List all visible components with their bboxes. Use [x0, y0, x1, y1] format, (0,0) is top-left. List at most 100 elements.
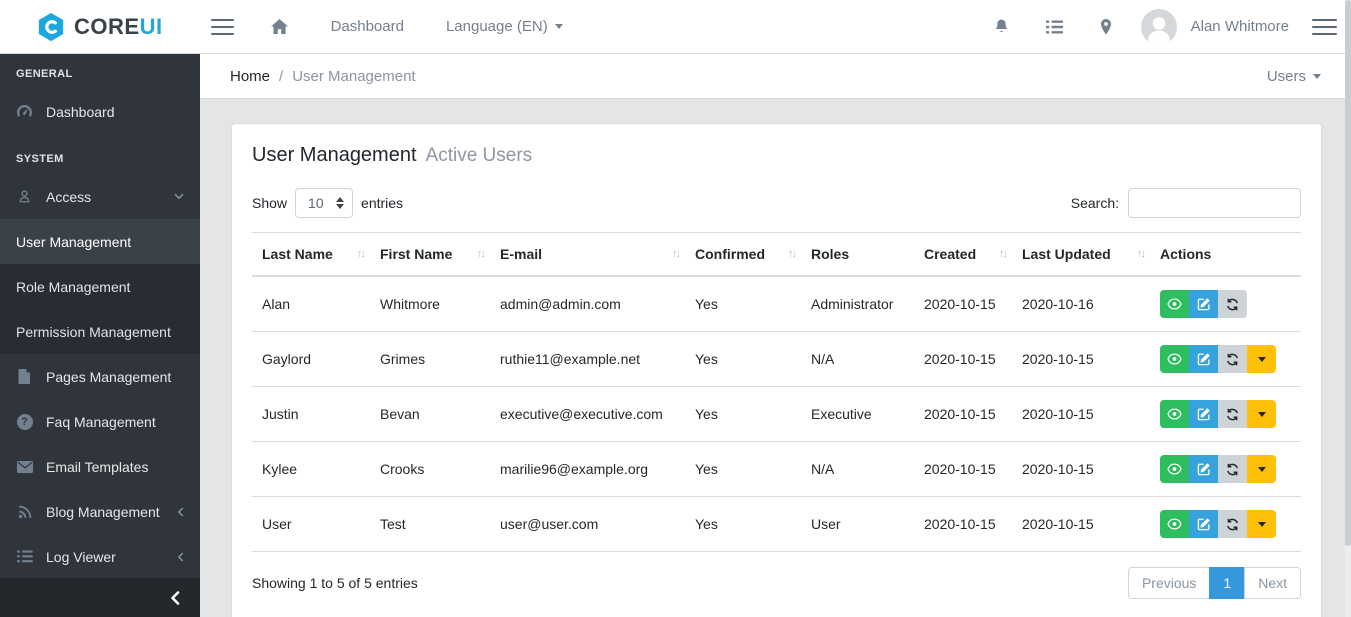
- home-icon[interactable]: [270, 18, 289, 35]
- view-button[interactable]: [1160, 345, 1189, 373]
- pencil-square-icon: [1197, 462, 1211, 476]
- breadcrumb-current: User Management: [292, 67, 416, 85]
- cell-roles: User: [801, 496, 914, 552]
- cell-roles: Executive: [801, 386, 914, 442]
- nav-language-dropdown[interactable]: Language (EN): [446, 18, 563, 35]
- page-length-value: 10: [308, 195, 324, 211]
- more-actions-dropdown-button[interactable]: [1247, 510, 1276, 538]
- sidebar-item-permission-management[interactable]: Permission Management: [0, 309, 200, 354]
- edit-button[interactable]: [1189, 510, 1218, 538]
- eye-icon: [1167, 408, 1182, 420]
- pagination-previous-button[interactable]: Previous: [1127, 567, 1211, 599]
- cell-actions: [1150, 386, 1301, 442]
- cell-last-name: Gaylord: [252, 331, 370, 387]
- edit-button[interactable]: [1189, 290, 1218, 318]
- top-navbar: COREUI Dashboard Language (EN): [0, 0, 1351, 54]
- sidebar-minimizer-button[interactable]: [0, 578, 200, 617]
- refresh-button[interactable]: [1218, 510, 1247, 538]
- pagination-page-1-button[interactable]: 1: [1209, 567, 1246, 599]
- sidebar-item-email-templates[interactable]: Email Templates: [0, 444, 200, 489]
- column-header-last-updated[interactable]: Last Updated ↑↓: [1012, 232, 1150, 277]
- column-header-confirmed[interactable]: Confirmed ↑↓: [685, 232, 801, 277]
- coreui-logo[interactable]: COREUI: [36, 12, 163, 42]
- eye-icon: [1167, 353, 1182, 365]
- sidebar-item-log-viewer[interactable]: Log Viewer: [0, 534, 200, 579]
- refresh-button[interactable]: [1218, 400, 1247, 428]
- nav-language-label: Language (EN): [445, 18, 548, 35]
- refresh-button[interactable]: [1218, 455, 1247, 483]
- column-header-created[interactable]: Created ↑↓: [914, 232, 1012, 277]
- actions-button-group: [1160, 455, 1276, 483]
- table-row: Gaylord Grimes ruthie11@example.net Yes …: [252, 331, 1301, 387]
- sidebar-section-system: SYSTEM: [16, 153, 64, 165]
- show-label: Show: [252, 195, 288, 211]
- caret-down-icon: [1257, 466, 1266, 472]
- caret-down-icon: [554, 24, 563, 29]
- view-button[interactable]: [1160, 290, 1189, 318]
- sidebar-item-dashboard[interactable]: Dashboard: [0, 89, 200, 134]
- sidebar-group-access[interactable]: Access: [0, 174, 200, 219]
- tasks-list-icon[interactable]: [1045, 20, 1063, 34]
- bell-icon[interactable]: [994, 18, 1009, 35]
- cell-confirmed: Yes: [685, 386, 801, 442]
- list-icon: [16, 550, 33, 563]
- more-actions-dropdown-button[interactable]: [1247, 400, 1276, 428]
- breadcrumb-home-link[interactable]: Home: [230, 67, 271, 85]
- more-actions-dropdown-button[interactable]: [1247, 345, 1276, 373]
- nav-dashboard-link[interactable]: Dashboard: [330, 18, 404, 35]
- cell-roles: N/A: [801, 441, 914, 497]
- sidebar-item-user-management[interactable]: User Management: [0, 219, 200, 264]
- actions-button-group: [1160, 510, 1276, 538]
- search-input[interactable]: [1128, 188, 1301, 218]
- view-button[interactable]: [1160, 400, 1189, 428]
- cell-last-updated: 2020-10-15: [1012, 386, 1150, 442]
- cell-last-updated: 2020-10-15: [1012, 496, 1150, 552]
- refresh-button[interactable]: [1218, 290, 1247, 318]
- sidebar-toggle-icon[interactable]: [210, 18, 234, 35]
- column-label: First Name: [380, 246, 453, 262]
- scrollbar-thumb[interactable]: [1345, 0, 1351, 546]
- envelope-icon: [16, 460, 33, 473]
- sidebar-item-blog-management[interactable]: Blog Management: [0, 489, 200, 534]
- search-control: Search:: [1071, 188, 1301, 218]
- sidebar-item-label: Blog Management: [46, 503, 160, 520]
- pagination-next-button[interactable]: Next: [1244, 567, 1301, 599]
- refresh-icon: [1226, 408, 1239, 421]
- edit-button[interactable]: [1189, 345, 1218, 373]
- users-dropdown[interactable]: Users: [1267, 68, 1321, 85]
- search-label: Search:: [1070, 195, 1119, 211]
- caret-down-icon: [1257, 411, 1266, 417]
- rss-icon: [16, 505, 33, 519]
- column-label: Roles: [811, 246, 850, 262]
- user-avatar[interactable]: [1140, 8, 1177, 45]
- scrollbar[interactable]: [1345, 0, 1351, 617]
- user-name-link[interactable]: Alan Whitmore: [1190, 18, 1289, 35]
- edit-button[interactable]: [1189, 400, 1218, 428]
- view-button[interactable]: [1160, 510, 1189, 538]
- cell-created: 2020-10-15: [914, 275, 1012, 332]
- column-header-roles: Roles: [801, 232, 914, 277]
- column-header-first-name[interactable]: First Name ↑↓: [370, 232, 490, 277]
- speedometer-icon: [16, 104, 33, 119]
- cell-first-name: Bevan: [370, 386, 490, 442]
- view-button[interactable]: [1160, 455, 1189, 483]
- sidebar-item-role-management[interactable]: Role Management: [0, 264, 200, 309]
- page-length-select[interactable]: 10: [295, 188, 354, 218]
- column-header-last-name[interactable]: Last Name ↑↓: [252, 232, 370, 277]
- user-outline-icon: [16, 189, 33, 204]
- cell-created: 2020-10-15: [914, 441, 1012, 497]
- sidebar-item-faq-management[interactable]: ? Faq Management: [0, 399, 200, 444]
- cell-last-updated: 2020-10-16: [1012, 275, 1150, 332]
- sidebar-item-pages-management[interactable]: Pages Management: [0, 354, 200, 399]
- users-dropdown-label: Users: [1266, 67, 1306, 85]
- sidebar-item-label: Pages Management: [46, 368, 172, 385]
- refresh-button[interactable]: [1218, 345, 1247, 373]
- column-header-email[interactable]: E-mail ↑↓: [490, 232, 685, 277]
- location-pin-icon[interactable]: [1100, 18, 1112, 35]
- more-actions-dropdown-button[interactable]: [1247, 455, 1276, 483]
- users-table: Last Name ↑↓ First Name ↑↓ E-mail ↑↓ Confir…: [252, 232, 1301, 552]
- aside-toggle-icon[interactable]: [1312, 18, 1337, 35]
- cell-last-name: Kylee: [252, 441, 370, 497]
- edit-button[interactable]: [1189, 455, 1218, 483]
- cell-created: 2020-10-15: [914, 496, 1012, 552]
